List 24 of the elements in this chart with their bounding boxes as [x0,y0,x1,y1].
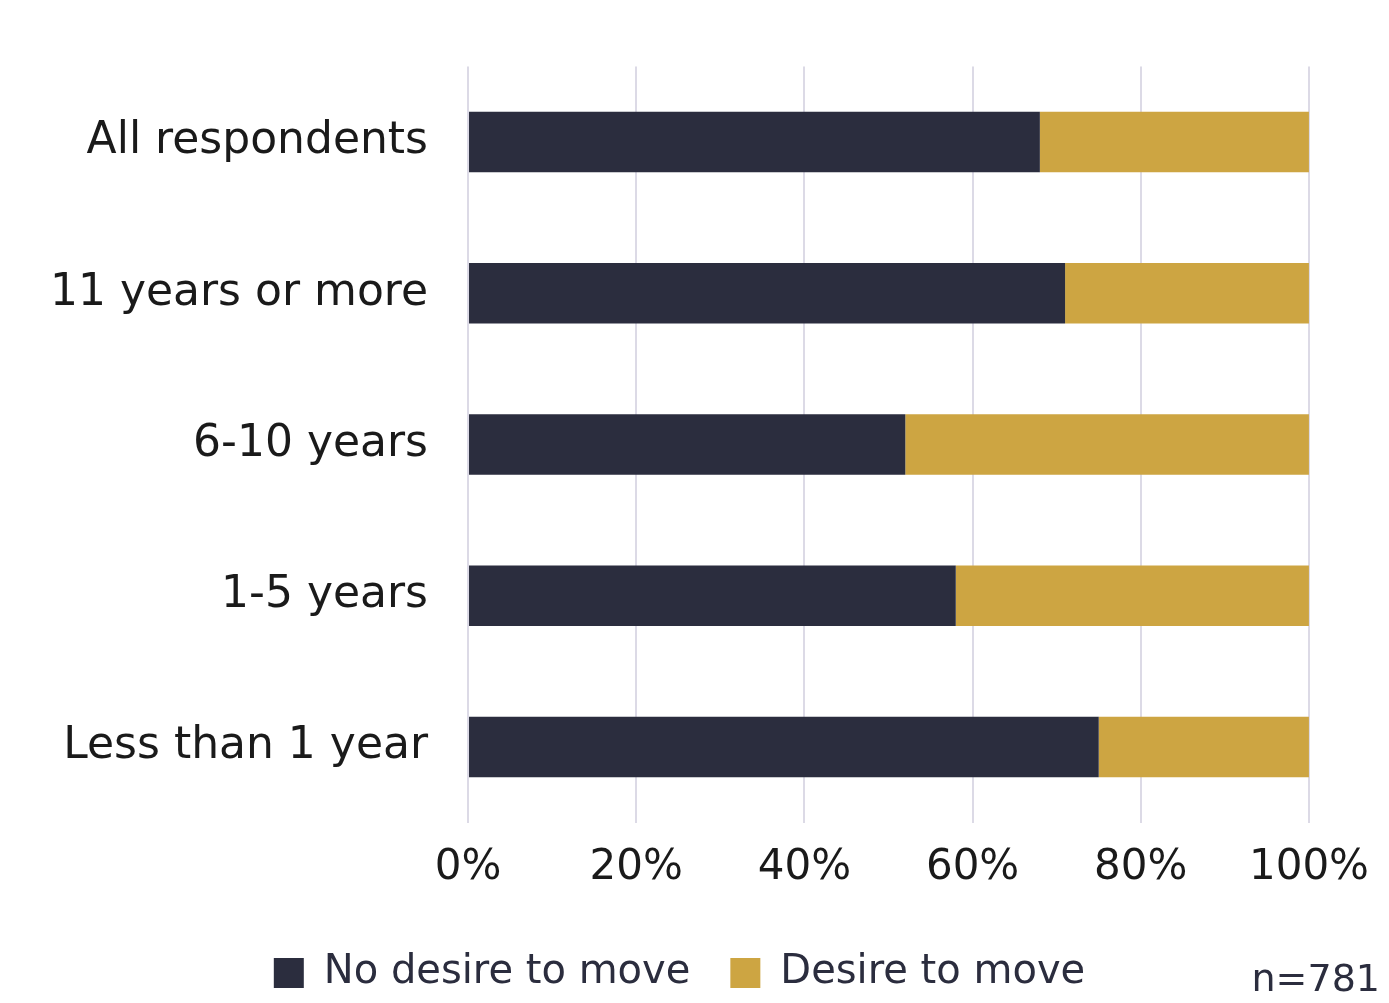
text: n=781 [1251,955,1380,1000]
bar [1039,111,1309,173]
legend-label: No desire to move [323,946,691,993]
y-tick-label: 6-10 years [193,414,429,466]
bar [1098,716,1309,778]
bar [469,111,1040,173]
y-tick-label: Less than 1 year [63,717,429,769]
x-tick-label: 0% [434,839,502,889]
x-tick-label: 80% [1094,839,1188,889]
x-tick-label: 100% [1248,839,1369,889]
bar [1065,263,1309,324]
bar [955,565,1309,626]
bar [469,716,1099,778]
legend-label: Desire to move [780,946,1086,993]
bar [469,414,906,475]
bar [469,565,956,626]
bar [469,263,1066,324]
x-tick-label: 40% [757,839,852,889]
y-tick-label: 1-5 years [221,566,429,618]
x-tick-label: 60% [925,839,1020,889]
bar [905,414,1309,475]
y-tick-label: 11 years or more [49,263,429,315]
x-tick-label: 20% [589,839,683,889]
y-tick-label: All respondents [86,112,429,164]
